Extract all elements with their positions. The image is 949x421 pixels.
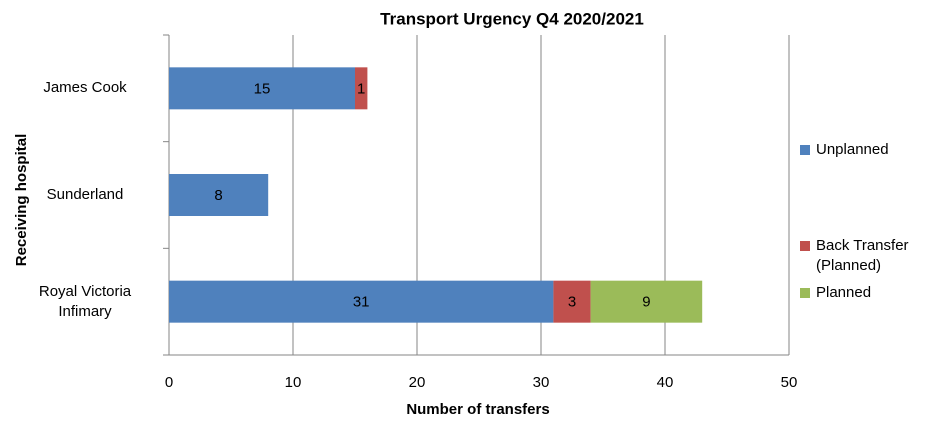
data-label: 15: [254, 80, 271, 97]
legend-label: Planned: [816, 284, 872, 301]
legend-swatch: [800, 241, 810, 251]
bar-segment: [169, 67, 355, 110]
y-tick-label: Sunderland: [46, 186, 124, 203]
legend-label: Unplanned: [816, 141, 889, 158]
x-tick-label: 40: [657, 374, 674, 391]
bar-segment: [355, 67, 368, 110]
x-tick-label: 10: [285, 374, 302, 391]
x-tick-label: 50: [781, 374, 798, 391]
data-label: 3: [568, 294, 576, 311]
chart-title: Transport Urgency Q4 2020/2021: [380, 9, 644, 28]
y-axis-label: Receiving hospital: [13, 134, 30, 267]
legend-swatch: [800, 145, 810, 155]
data-label: 8: [214, 187, 222, 204]
bar-segment: [553, 280, 591, 323]
data-label: 9: [642, 294, 650, 311]
data-label: 31: [353, 294, 370, 311]
data-label: 1: [357, 80, 365, 97]
bar-segment: [169, 280, 554, 323]
x-tick-label: 0: [165, 374, 173, 391]
x-tick-label: 20: [409, 374, 426, 391]
x-tick-label: 30: [533, 374, 550, 391]
y-tick-label: Royal Victoria Infimary: [38, 282, 132, 320]
legend-swatch: [800, 288, 810, 298]
bar-segment: [169, 174, 269, 216]
bar-segment: [590, 280, 703, 323]
y-tick-label: James Cook: [43, 79, 127, 97]
x-axis-label: Number of transfers: [406, 401, 549, 418]
legend-label: Back Transfer (Planned): [816, 237, 909, 274]
